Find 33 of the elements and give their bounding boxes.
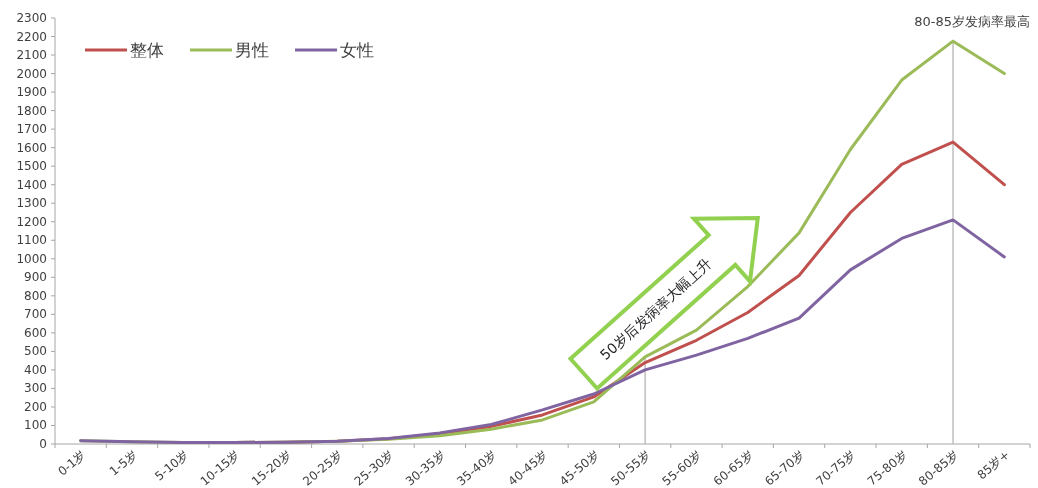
y-tick-label: 800 <box>24 288 47 303</box>
annotation: 50岁后发病率大幅上升 <box>596 255 715 364</box>
arrow: 50岁后发病率大幅上升 <box>567 216 761 392</box>
y-tick-label: 1400 <box>16 177 47 192</box>
y-tick-label: 2200 <box>16 29 47 44</box>
y-tick-label: 600 <box>24 325 47 340</box>
x-tick-label: 85岁+ <box>974 447 1013 483</box>
legend-label: 女性 <box>340 40 374 60</box>
y-tick-label: 1100 <box>16 233 47 248</box>
y-tick-label: 1600 <box>16 140 47 155</box>
y-tick-label: 2100 <box>16 48 47 63</box>
y-tick-label: 200 <box>24 399 47 414</box>
y-tick-label: 1500 <box>16 159 47 174</box>
y-tick-label: 300 <box>24 381 47 396</box>
y-tick-label: 500 <box>24 344 47 359</box>
y-tick-label: 2300 <box>16 11 47 25</box>
y-tick-label: 400 <box>24 362 47 377</box>
y-tick-label: 100 <box>24 418 47 433</box>
y-tick-label: 1800 <box>16 103 47 118</box>
y-tick-label: 900 <box>24 270 47 285</box>
annotation: 80-85岁发病率最高 <box>914 14 1030 29</box>
y-tick-label: 700 <box>24 307 47 322</box>
y-tick-label: 1900 <box>16 85 47 100</box>
legend-label: 整体 <box>130 40 164 60</box>
x-tick-label: 0-1岁 <box>55 447 89 479</box>
y-tick-label: 1000 <box>16 251 47 266</box>
y-tick-label: 1200 <box>16 214 47 229</box>
y-tick-label: 1700 <box>16 122 47 137</box>
y-tick-label: 0 <box>39 437 47 451</box>
legend-label: 男性 <box>235 40 269 60</box>
x-tick-label: 1-5岁 <box>106 447 140 479</box>
y-tick-label: 1300 <box>16 196 47 211</box>
y-tick-label: 2000 <box>16 66 47 81</box>
